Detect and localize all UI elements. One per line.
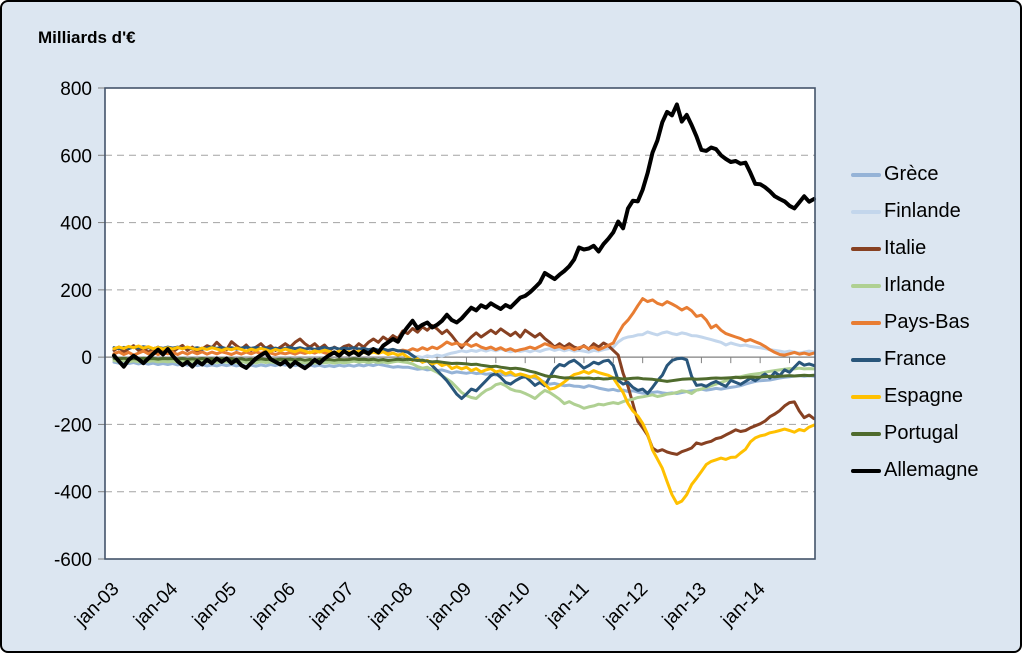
y-axis-label: 400 [60,214,92,235]
legend-item-espagne: Espagne [851,378,979,415]
legend-swatch-icon [851,320,881,325]
y-axis-label: 200 [60,281,92,302]
y-axis-label: 600 [60,146,92,167]
legend-item-label: Grèce [884,163,939,185]
legend-swatch-icon [851,394,881,399]
series-line-allemagne [112,102,816,371]
x-axis-label: jan-04 [129,578,182,631]
legend-item-finlande: Finlande [851,193,979,230]
y-axis-label: -600 [54,550,92,571]
legend-item-label: Finlande [884,200,961,222]
legend-item-label: Italie [884,237,927,259]
series-line-paysbas [112,297,816,357]
legend-swatch-icon [851,357,881,362]
chart-title: Milliards d'€ [38,28,136,47]
x-axis-label: jan-08 [364,579,417,632]
plot-border [104,87,816,560]
legend-swatch-icon [851,246,881,251]
x-axis-label: jan-11 [542,579,594,631]
legend-item-label: France [884,348,947,370]
series-line-portugal [112,356,816,383]
legend-item-label: Irlande [884,274,946,296]
legend-item-france: France [851,341,979,378]
y-axis-label: -400 [54,483,92,504]
legend-swatch-icon [851,283,881,288]
legend-item-irlande: Irlande [851,267,979,304]
x-axis-label: jan-03 [71,579,124,632]
legend-swatch-icon [851,468,881,473]
x-axis-label: jan-09 [423,579,476,632]
legend-item-portugal: Portugal [851,415,979,452]
legend-item-label: Allemagne [884,459,979,481]
y-axis-label: -200 [54,415,92,436]
legend-swatch-icon [851,431,881,436]
y-axis-label: 0 [81,348,92,369]
legend-swatch-icon [851,209,881,214]
x-axis-label: jan-10 [482,579,535,632]
legend-item-allemagne: Allemagne [851,452,979,489]
chart-legend: Grèce Finlande Italie Irlande Pays-Bas France… [851,156,979,489]
series-line-espagne [112,344,816,505]
x-axis-label: jan-14 [717,578,770,631]
x-axis-label: jan-06 [247,579,300,632]
legend-item-label: Pays-Bas [884,311,970,333]
legend-swatch-icon [851,172,881,177]
y-axis-label: 800 [60,79,92,100]
legend-item-label: Espagne [884,385,963,407]
x-axis-label: jan-07 [306,579,359,632]
x-axis-label: jan-13 [658,579,711,632]
legend-item-label: Portugal [884,422,959,444]
x-axis-label: jan-12 [599,579,652,632]
legend-item-italie: Italie [851,230,979,267]
legend-item-grce: Grèce [851,156,979,193]
legend-item-paysbas: Pays-Bas [851,304,979,341]
series-line-france [112,345,816,400]
x-axis-label: jan-05 [188,579,241,632]
